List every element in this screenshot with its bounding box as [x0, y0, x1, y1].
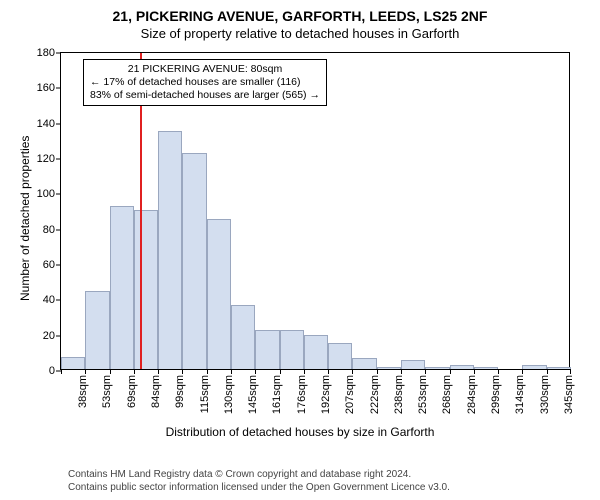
histogram-bar [401, 360, 425, 369]
x-tick-mark [474, 369, 475, 374]
x-tick-label: 115sqm [199, 375, 211, 413]
histogram-bar [61, 357, 85, 369]
x-tick-label: 238sqm [393, 375, 405, 414]
y-tick-mark [56, 265, 61, 266]
x-tick-mark [182, 369, 183, 374]
credits-text: Contains HM Land Registry data © Crown c… [68, 469, 450, 494]
y-tick-mark [56, 335, 61, 336]
x-tick-label: 222sqm [369, 375, 381, 414]
x-tick-mark [450, 369, 451, 374]
credits-line2: Contains public sector information licen… [68, 482, 450, 495]
x-tick-label: 99sqm [174, 375, 186, 408]
annotation-line: ← 17% of detached houses are smaller (11… [90, 76, 320, 89]
y-tick-mark [56, 123, 61, 124]
histogram-bar [231, 305, 255, 369]
x-tick-mark [110, 369, 111, 374]
histogram-bar [425, 367, 449, 369]
x-tick-mark [570, 369, 571, 374]
chart-container: { "chart": { "type": "histogram", "title… [0, 0, 600, 500]
x-tick-label: 176sqm [296, 375, 308, 414]
y-axis-label: Number of detached properties [18, 136, 32, 301]
y-tick-mark [56, 159, 61, 160]
histogram-bar [352, 358, 376, 369]
x-tick-mark [547, 369, 548, 374]
x-tick-label: 192sqm [320, 375, 332, 414]
histogram-bar [158, 131, 182, 370]
x-tick-mark [425, 369, 426, 374]
x-tick-mark [134, 369, 135, 374]
x-tick-label: 207sqm [344, 375, 356, 414]
y-tick-mark [56, 229, 61, 230]
x-tick-mark [280, 369, 281, 374]
annotation-line: 21 PICKERING AVENUE: 80sqm [90, 63, 320, 76]
x-tick-label: 130sqm [223, 375, 235, 414]
annotation-box: 21 PICKERING AVENUE: 80sqm← 17% of detac… [83, 59, 327, 106]
x-tick-label: 345sqm [563, 375, 575, 414]
histogram-bar [328, 343, 352, 370]
histogram-bar [474, 367, 498, 369]
x-tick-mark [352, 369, 353, 374]
plot-area: 02040608010012014016018038sqm53sqm69sqm8… [60, 52, 570, 370]
x-tick-label: 299sqm [490, 375, 502, 414]
x-tick-mark [304, 369, 305, 374]
x-tick-label: 38sqm [77, 375, 89, 408]
x-tick-mark [255, 369, 256, 374]
x-tick-mark [85, 369, 86, 374]
histogram-bar [182, 153, 206, 369]
x-tick-mark [61, 369, 62, 374]
histogram-bar [134, 210, 158, 369]
x-tick-mark [401, 369, 402, 374]
histogram-bar [85, 291, 109, 369]
x-tick-mark [158, 369, 159, 374]
y-tick-mark [56, 194, 61, 195]
histogram-bar [110, 206, 134, 369]
histogram-bar [280, 330, 304, 369]
x-tick-mark [498, 369, 499, 374]
y-tick-mark [56, 53, 61, 54]
x-tick-mark [328, 369, 329, 374]
y-tick-mark [56, 300, 61, 301]
x-tick-label: 284sqm [466, 375, 478, 414]
histogram-bar [450, 365, 474, 369]
x-tick-label: 84sqm [150, 375, 162, 408]
y-tick-mark [56, 88, 61, 89]
credits-line1: Contains HM Land Registry data © Crown c… [68, 469, 450, 482]
x-tick-mark [231, 369, 232, 374]
histogram-bar [255, 330, 279, 369]
x-tick-mark [207, 369, 208, 374]
x-tick-mark [522, 369, 523, 374]
x-tick-mark [377, 369, 378, 374]
x-tick-label: 314sqm [514, 375, 526, 414]
x-tick-label: 145sqm [247, 375, 259, 414]
x-tick-label: 69sqm [126, 375, 138, 408]
histogram-bar [522, 365, 546, 369]
x-tick-label: 253sqm [417, 375, 429, 414]
x-tick-label: 268sqm [441, 375, 453, 414]
histogram-bar [547, 367, 571, 369]
histogram-bar [304, 335, 328, 369]
chart-title-line2: Size of property relative to detached ho… [0, 26, 600, 41]
x-axis-label: Distribution of detached houses by size … [0, 425, 600, 439]
x-tick-label: 330sqm [539, 375, 551, 414]
histogram-bar [377, 367, 401, 369]
annotation-line: 83% of semi-detached houses are larger (… [90, 89, 320, 102]
x-tick-label: 161sqm [271, 375, 283, 414]
chart-title-line1: 21, PICKERING AVENUE, GARFORTH, LEEDS, L… [0, 8, 600, 24]
histogram-bar [207, 219, 231, 369]
x-tick-label: 53sqm [101, 375, 113, 408]
